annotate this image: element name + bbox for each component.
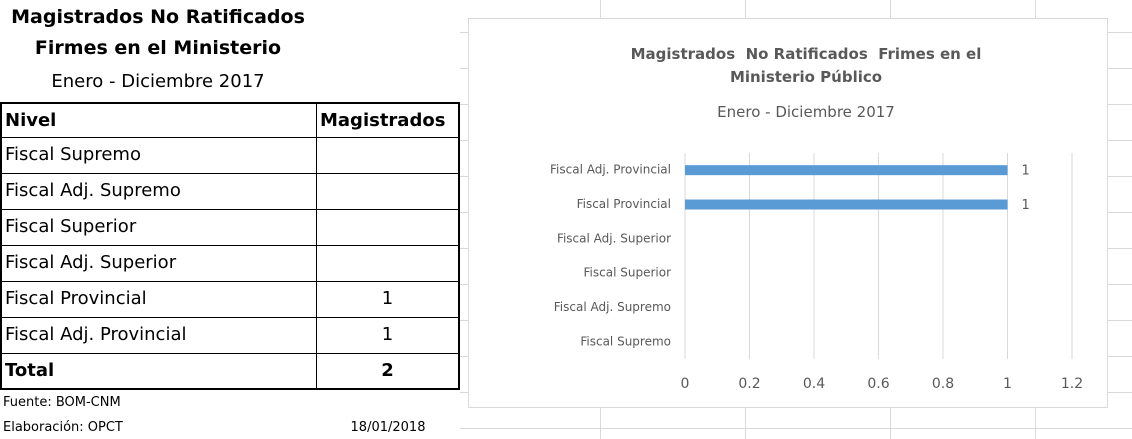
cell: 2: [317, 354, 460, 388]
cell: Fiscal Adj. Supremo: [2, 174, 317, 209]
row: Fuente: BOM-CNM: [0, 390, 460, 415]
y-tick-label: Fiscal Supremo: [580, 334, 671, 348]
x-tick-label: 0.2: [738, 376, 760, 392]
cell: [317, 138, 460, 173]
cell: Nivel: [2, 104, 317, 137]
cell: 1: [317, 318, 460, 353]
chart: Magistrados No Ratificados Frimes en el …: [468, 18, 1108, 408]
y-tick-label: Fiscal Provincial: [577, 197, 671, 211]
cell: Magistrados: [317, 104, 460, 137]
cell: Fiscal Superior: [2, 210, 317, 245]
table-row: Fiscal Adj. Superior: [0, 246, 460, 282]
x-tick-label: 1.2: [1061, 376, 1083, 392]
table-row: Fiscal Adj. Supremo: [0, 174, 460, 210]
data-label: 1: [1022, 164, 1030, 179]
x-tick-label: 0.6: [867, 376, 889, 392]
table-row: Fiscal Adj. Provincial 1: [0, 318, 460, 354]
table-row: Fiscal Supremo: [0, 138, 460, 174]
chart-title: Magistrados No Ratificados Frimes en el …: [630, 45, 987, 86]
bar: [685, 165, 1008, 176]
bar: [685, 199, 1008, 210]
cell: [317, 174, 460, 209]
row: Elaboración: OPCT 18/01/2018: [0, 415, 460, 439]
footer-date: 18/01/2018: [350, 420, 426, 435]
total-row: Total 2: [0, 354, 460, 390]
table-row: Fiscal Superior: [0, 210, 460, 246]
cell: 1: [317, 282, 460, 317]
x-tick-label: 0.4: [803, 376, 825, 392]
cell: Fiscal Provincial: [2, 282, 317, 317]
y-tick-label: Fiscal Adj. Superior: [557, 231, 671, 245]
row: Magistrados No Ratificados Firmes en el …: [0, 0, 460, 64]
cell: Fiscal Adj. Provincial: [2, 318, 317, 353]
table-title: Magistrados No Ratificados Firmes en el …: [11, 6, 305, 59]
table-row: Fiscal Provincial 1: [0, 282, 460, 318]
x-tick-label: 0: [681, 376, 690, 392]
y-tick-label: Fiscal Adj. Provincial: [550, 163, 671, 177]
cell: [317, 246, 460, 281]
data-label: 1: [1022, 198, 1030, 213]
cell: Fiscal Supremo: [2, 138, 317, 173]
table-subtitle: Enero - Diciembre 2017: [51, 71, 265, 92]
footer-author: Elaboración: OPCT: [3, 420, 123, 435]
x-tick-label: 0.8: [932, 376, 954, 392]
header-row: Nivel Magistrados: [0, 102, 460, 138]
chart-subtitle: Enero - Diciembre 2017: [717, 103, 895, 121]
plot: 0 0.2 0.4 0.6 0.8 1 1.2 Fiscal Supremo Fiscal Ad…: [550, 153, 1083, 392]
y-tick-label: Fiscal Adj. Supremo: [554, 300, 671, 314]
cell: [317, 210, 460, 245]
table: Magistrados No Ratificados Firmes en el …: [0, 0, 460, 439]
row: Enero - Diciembre 2017: [0, 64, 460, 102]
cell: Total: [2, 354, 317, 388]
y-tick-label: Fiscal Superior: [584, 266, 672, 280]
x-tick-label: 1: [1003, 376, 1012, 392]
footer-source: Fuente: BOM-CNM: [3, 395, 121, 410]
cell: Fiscal Adj. Superior: [2, 246, 317, 281]
